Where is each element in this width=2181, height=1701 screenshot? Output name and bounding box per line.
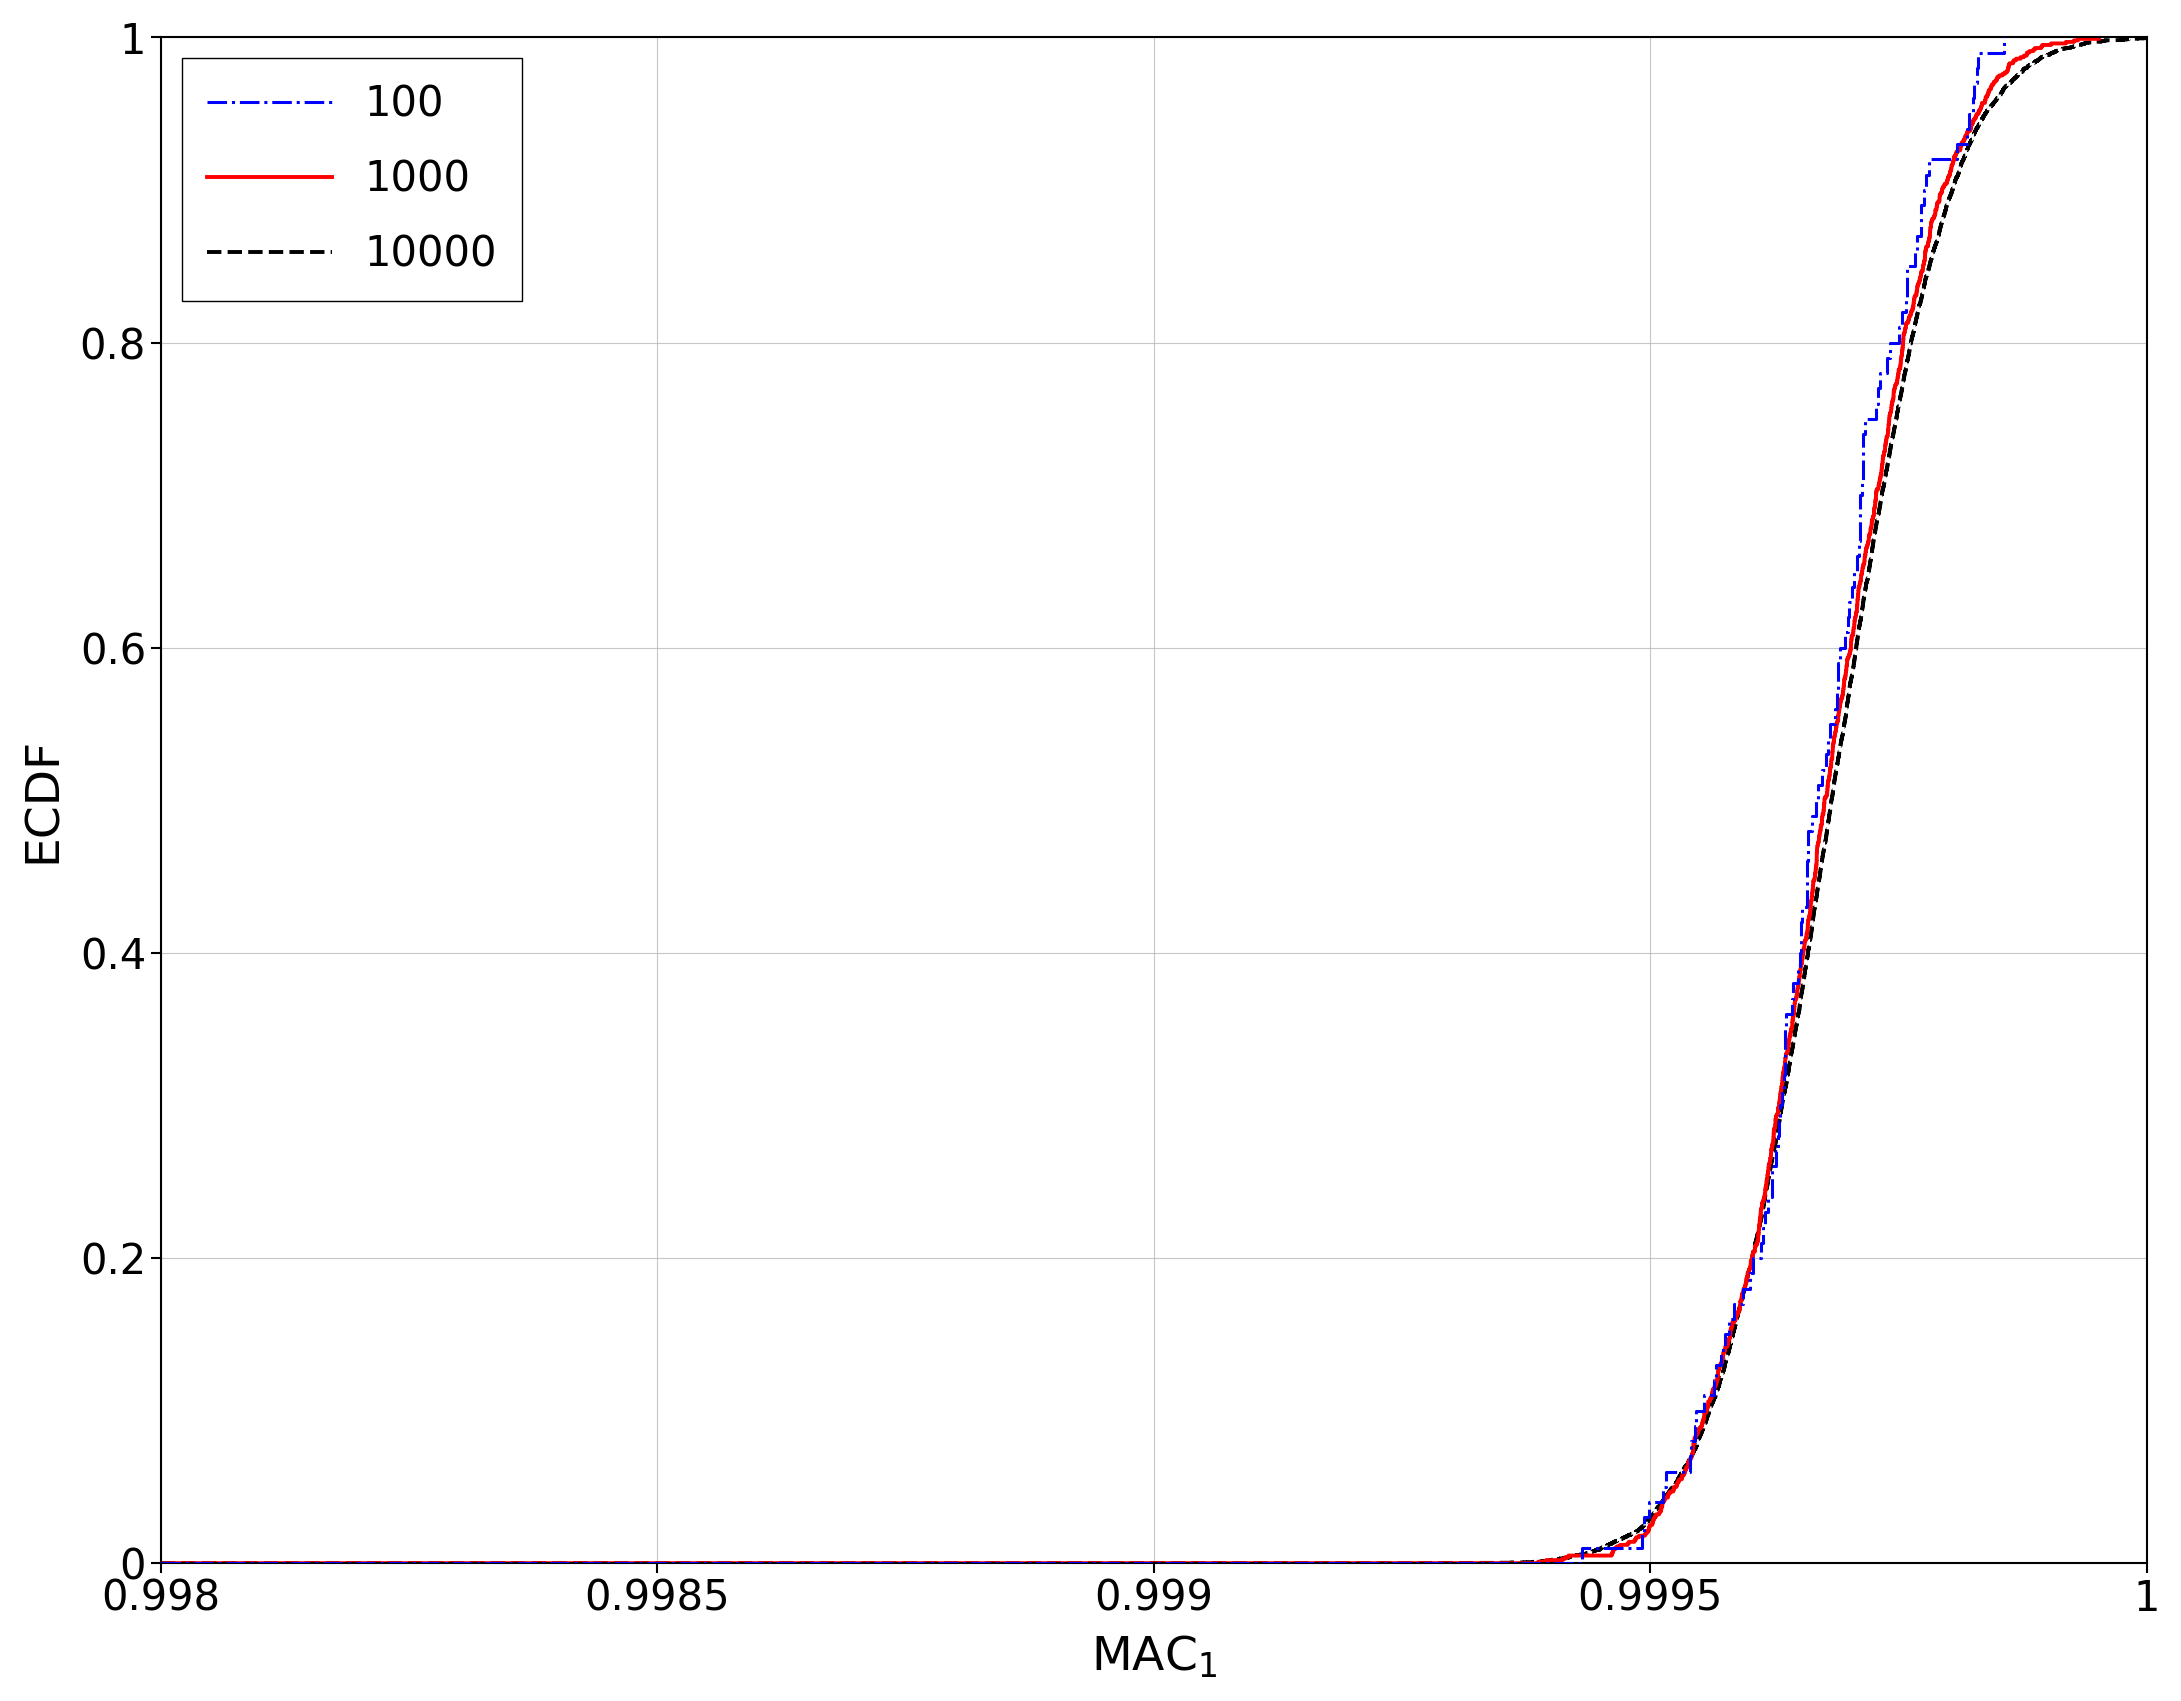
1000: [1941, 150, 1967, 170]
100: [1730, 1279, 1756, 1300]
1000: [2085, 27, 2111, 48]
X-axis label: MAC$_1$: MAC$_1$: [1090, 1633, 1217, 1681]
1000: [1841, 624, 1867, 645]
100: [1795, 866, 1821, 886]
100: [1902, 242, 1928, 262]
Line: 100: 100: [161, 37, 2004, 1563]
100: [1991, 27, 2017, 48]
1000: [1747, 1208, 1773, 1228]
100: [1749, 1233, 1775, 1254]
10000: [148, 1553, 174, 1573]
100: [1867, 362, 1893, 383]
100: [148, 1553, 174, 1573]
100: [1847, 485, 1873, 505]
Legend: 100, 1000, 10000: 100, 1000, 10000: [181, 58, 521, 301]
1000: [1797, 895, 1823, 915]
1000: [148, 1553, 174, 1573]
10000: [2133, 27, 2159, 48]
10000: [2007, 63, 2033, 83]
10000: [1666, 1466, 1692, 1487]
Line: 10000: 10000: [161, 37, 2146, 1563]
1000: [1819, 740, 1845, 760]
Y-axis label: ECDF: ECDF: [22, 737, 65, 864]
10000: [1730, 1286, 1756, 1306]
1000: [1716, 1328, 1743, 1349]
10000: [1821, 769, 1847, 789]
10000: [1788, 985, 1815, 1005]
10000: [1852, 578, 1878, 599]
Line: 1000: 1000: [161, 37, 2098, 1563]
